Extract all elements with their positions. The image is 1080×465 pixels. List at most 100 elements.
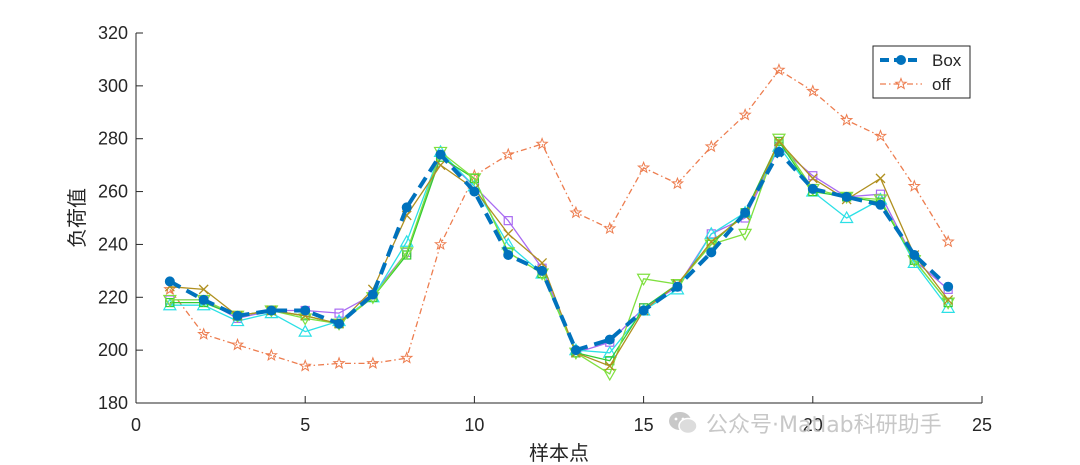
data-point <box>602 368 617 382</box>
x-tick-label: 20 <box>803 415 823 435</box>
data-point <box>501 147 515 161</box>
legend-label: off <box>932 75 951 94</box>
y-tick-label: 280 <box>98 129 128 149</box>
data-point <box>941 234 955 248</box>
data-point <box>840 113 854 126</box>
data-point <box>636 273 651 286</box>
series-unnamed-3 <box>162 139 956 358</box>
data-point <box>807 183 818 194</box>
data-point <box>907 179 921 192</box>
series-line <box>169 140 949 367</box>
data-point <box>435 149 446 160</box>
data-point <box>841 191 852 202</box>
watermark-text: 公众号·Matlab科研助手 <box>706 413 942 438</box>
data-point <box>896 55 906 65</box>
data-point <box>808 171 818 181</box>
data-point <box>672 281 683 292</box>
data-point <box>535 137 549 150</box>
data-point <box>806 84 820 97</box>
x-tick-label: 25 <box>972 415 992 435</box>
data-point <box>503 250 514 260</box>
data-point <box>704 226 719 239</box>
data-point <box>738 107 752 121</box>
data-point <box>298 359 312 372</box>
data-point <box>264 348 278 362</box>
data-point <box>943 281 954 292</box>
data-point <box>399 234 414 247</box>
data-point <box>875 173 886 184</box>
data-point <box>537 265 548 276</box>
data-point <box>839 210 854 224</box>
data-point <box>604 361 615 371</box>
data-point <box>807 173 818 184</box>
data-point <box>774 136 784 147</box>
data-point <box>334 308 344 318</box>
data-point <box>873 194 888 207</box>
data-point <box>196 298 211 311</box>
data-point <box>537 257 548 268</box>
legend-box <box>872 45 971 99</box>
data-point <box>332 356 346 369</box>
data-point <box>334 318 345 329</box>
x-axis-label: 样本点 <box>529 441 589 465</box>
data-point <box>894 77 908 90</box>
data-point <box>230 337 245 351</box>
data-point <box>740 207 751 218</box>
y-tick-label: 260 <box>98 182 128 202</box>
x-tick-label: 10 <box>464 415 484 435</box>
data-point <box>738 228 753 242</box>
legend: Box off <box>872 45 971 99</box>
data-point <box>670 176 685 190</box>
data-point <box>570 345 581 356</box>
y-tick-label: 320 <box>98 23 128 43</box>
x-tick-label: 15 <box>634 415 654 435</box>
data-point <box>706 236 717 247</box>
data-point <box>943 294 954 305</box>
data-point <box>300 305 311 316</box>
data-point <box>433 237 448 251</box>
y-tick-label: 300 <box>98 76 128 96</box>
data-point <box>638 305 649 316</box>
series-unnamed-4 <box>165 136 953 366</box>
data-point <box>604 334 615 345</box>
data-point <box>909 250 920 260</box>
series-line <box>169 140 949 362</box>
data-point <box>773 146 784 157</box>
y-tick-label: 180 <box>98 393 128 413</box>
data-point <box>771 133 786 146</box>
data-point <box>873 129 888 142</box>
series-line <box>169 138 949 375</box>
data-point <box>569 205 583 219</box>
data-point <box>706 247 717 258</box>
y-tick-label: 200 <box>98 340 128 360</box>
data-point <box>503 216 513 226</box>
data-point <box>503 228 514 239</box>
series-unnamed-6 <box>164 136 954 371</box>
y-tick-label: 240 <box>98 234 128 254</box>
y-tick-label: 220 <box>98 287 128 307</box>
data-point <box>162 294 177 308</box>
series-line <box>168 149 950 353</box>
data-point <box>772 63 786 76</box>
data-point <box>435 160 446 171</box>
data-point <box>400 351 414 364</box>
chat-bubble-icon <box>669 412 698 435</box>
x-tick-label: 5 <box>300 415 310 435</box>
data-point <box>164 276 175 287</box>
series-unnamed-5 <box>162 133 956 382</box>
data-point <box>469 186 480 197</box>
data-point <box>266 305 277 316</box>
data-point <box>637 160 651 174</box>
y-axis-label: 负荷值 <box>65 188 89 248</box>
data-point <box>399 247 414 260</box>
x-tick-label: 0 <box>131 415 141 435</box>
data-point <box>298 324 313 337</box>
data-point <box>198 284 209 295</box>
legend-label: Box <box>932 51 962 70</box>
data-point <box>232 310 243 321</box>
data-point <box>197 327 211 340</box>
data-point <box>198 294 209 305</box>
data-point <box>603 221 617 235</box>
data-point <box>367 289 378 300</box>
watermark: 公众号·Matlab科研助手 <box>668 403 942 443</box>
